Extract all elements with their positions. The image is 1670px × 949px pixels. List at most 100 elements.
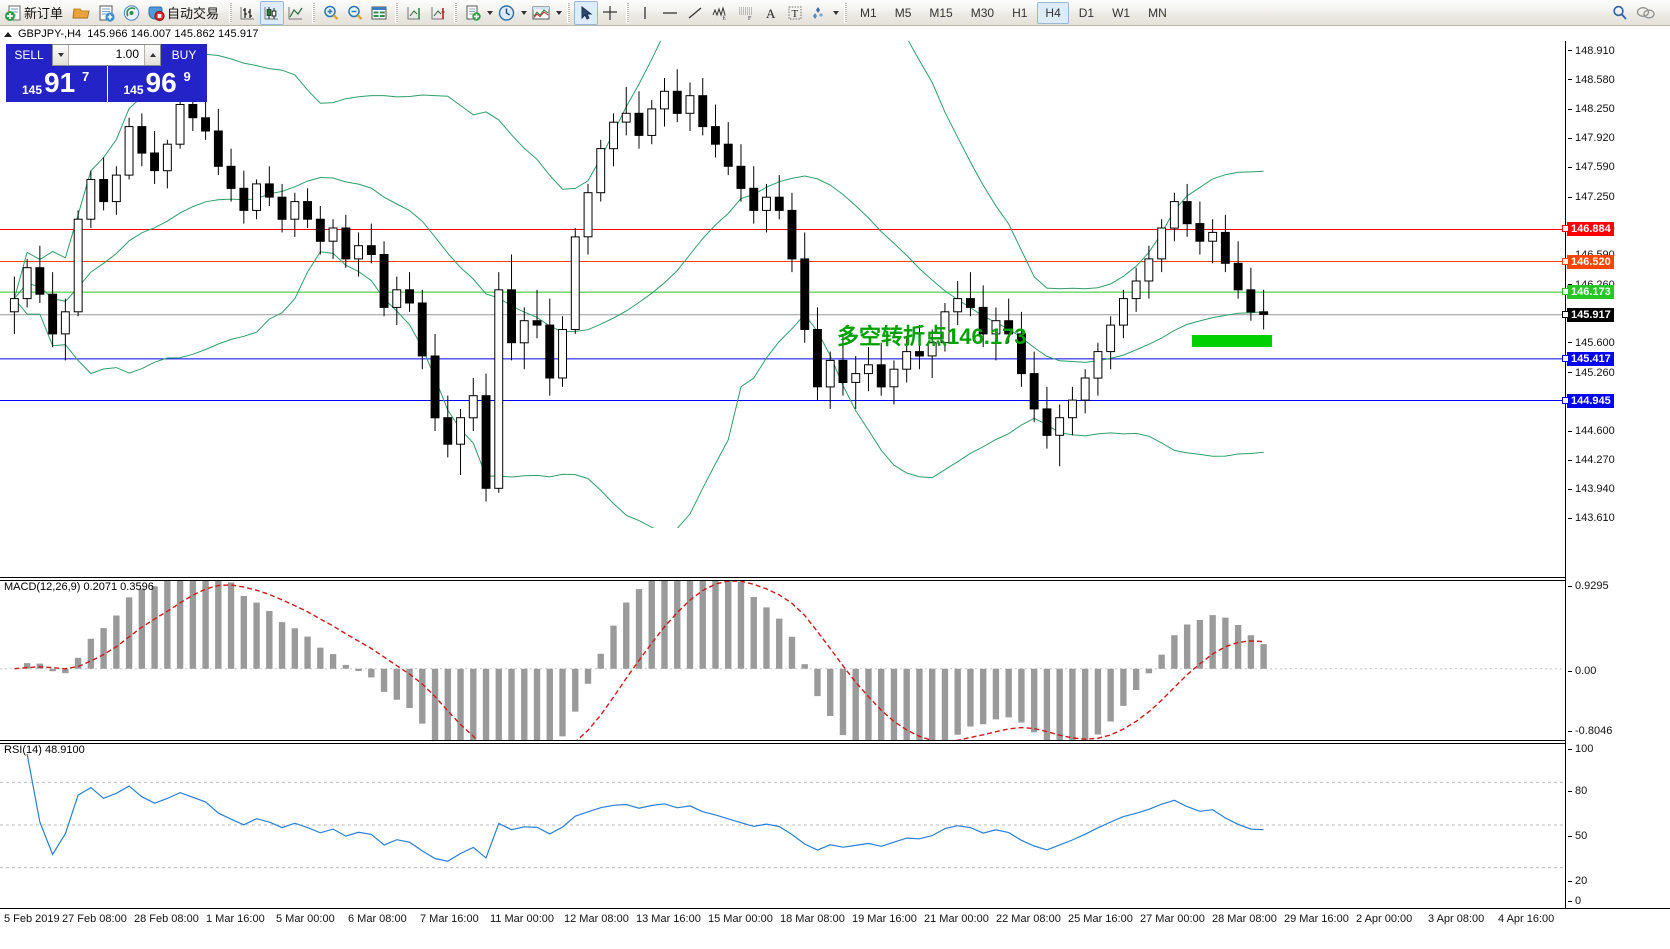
time-axis-label: 6 Mar 08:00 [348,913,407,925]
comment-button[interactable] [1632,1,1660,25]
tab-timeframe-m30[interactable]: M30 [970,5,995,20]
templates-icon [466,5,481,21]
price-level-badge[interactable]: 145.917 [1567,307,1614,322]
price-level-handle[interactable] [1562,310,1569,318]
templates-dropdown-caret[interactable] [485,1,494,25]
sell-button[interactable]: SELL [6,44,52,66]
main-toolbar: 新订单 [0,0,1670,26]
volume-input[interactable]: 1.00 [115,47,139,61]
tab-timeframe-m5[interactable]: M5 [894,5,912,20]
rsi-pane[interactable] [0,744,1565,908]
vertical-line-button[interactable] [633,1,657,25]
price-level-badge[interactable]: 145.417 [1567,351,1614,366]
publish-button[interactable] [94,1,119,25]
buy-price-box[interactable]: 145 96 9 [107,66,207,102]
zoom-in-button[interactable] [319,1,343,25]
time-axis-label: 27 Mar 00:00 [1140,913,1205,925]
rsi-scale-tick: 50 [1568,830,1587,842]
tab-timeframe-h1[interactable]: H1 [1012,5,1028,20]
comment-icon [1636,6,1655,19]
buy-button[interactable]: BUY [161,44,207,66]
price-level-handle[interactable] [1562,354,1569,362]
macd-pane[interactable] [0,581,1565,740]
indicators-dropdown-caret[interactable] [554,1,563,25]
candlestick-chart-button[interactable] [260,0,285,25]
cursor-icon [581,5,593,20]
tab-timeframe-mn[interactable]: MN [1148,5,1167,20]
price-tick: 148.580 [1568,74,1615,86]
rsi-pane-label: RSI(14) 48.9100 [4,744,85,756]
svg-text:T: T [792,8,799,20]
fibonacci-button[interactable]: F [733,1,759,25]
price-tick: 148.910 [1568,45,1615,57]
chart-shift-button[interactable] [426,1,450,25]
autotrade-button[interactable]: 自动交易 [144,1,225,25]
period-button[interactable] [494,1,519,25]
volume-decrement-button[interactable] [53,45,69,65]
toolbar-right-group [1608,1,1670,25]
one-click-trading-panel[interactable]: SELL 1.00 BUY 145 91 7 145 96 9 [6,44,207,102]
macd-scale-tick: 0.9295 [1568,580,1609,592]
chart-area[interactable]: MACD(12,26,9) 0.2071 0.3596 RSI(14) 48.9… [0,41,1670,949]
price-pane[interactable] [0,41,1565,528]
bar-chart-button[interactable] [236,1,260,25]
collapse-triangle-icon[interactable] [4,31,12,37]
price-tick: 144.270 [1568,454,1615,466]
shapes-button[interactable] [807,1,831,25]
search-button[interactable] [1608,1,1632,25]
signals-button[interactable] [119,1,144,25]
indicators-button[interactable] [528,1,554,25]
volume-stepper[interactable]: 1.00 [52,44,161,66]
indicators-icon [532,6,550,19]
price-level-badge[interactable]: 146.884 [1567,222,1614,237]
price-level-badge[interactable]: 146.173 [1567,285,1614,300]
time-axis-label: 12 Mar 08:00 [564,913,629,925]
price-level-badge[interactable]: 144.945 [1567,393,1614,408]
shapes-dropdown-caret[interactable] [831,1,840,25]
time-axis-label: 22 Mar 08:00 [996,913,1061,925]
elliott-wave-button[interactable]: E [707,1,733,25]
crosshair-icon [603,5,618,20]
folder-button[interactable] [69,1,94,25]
zoom-out-button[interactable] [343,1,367,25]
tab-timeframe-m15[interactable]: M15 [929,5,953,20]
price-level-handle[interactable] [1562,288,1569,296]
price-level-handle[interactable] [1562,257,1569,265]
price-level-badge[interactable]: 146.520 [1567,254,1614,269]
chart-shift-icon [431,6,445,19]
templates-button[interactable] [461,1,485,25]
text-box-button[interactable]: T [783,1,807,25]
sell-price-box[interactable]: 145 91 7 [6,66,107,102]
buy-price-prefix: 145 [123,83,144,97]
price-tick: 148.250 [1568,103,1615,115]
price-tick: 147.920 [1568,132,1615,144]
price-level-handle[interactable] [1562,225,1569,233]
price-axis[interactable]: 148.910 148.580 148.250 147.920 147.590 147.2… [1562,41,1670,908]
cursor-button[interactable] [574,0,599,25]
time-axis[interactable]: 5 Feb 2019 27 Feb 08:00 28 Feb 08:00 1 Mar … [0,908,1670,930]
oct-top-row: SELL 1.00 BUY [6,44,207,66]
tab-timeframe-d1[interactable]: D1 [1078,5,1095,20]
time-axis-label: 11 Mar 00:00 [490,913,555,925]
search-icon [1613,5,1627,20]
crosshair-button[interactable] [598,1,622,25]
shift-end-button[interactable] [402,1,426,25]
period-dropdown-caret[interactable] [519,1,528,25]
tile-windows-button[interactable] [367,1,391,25]
line-chart-button[interactable] [284,1,308,25]
price-level-handle[interactable] [1562,396,1569,404]
new-order-button[interactable]: 新订单 [2,1,69,25]
macd-pane-label: MACD(12,26,9) 0.2071 0.3596 [4,581,154,593]
time-axis-label: 13 Mar 16:00 [636,913,701,925]
symbol-name: GBPJPY-,H4 [18,28,82,40]
tab-timeframe-w1[interactable]: W1 [1112,5,1131,20]
tab-timeframe-m1[interactable]: M1 [860,5,877,20]
tab-timeframe-h4[interactable]: H4 [1037,1,1069,24]
volume-increment-button[interactable] [144,45,160,65]
trendline-button[interactable] [683,1,707,25]
pane-separator-1 [0,577,1565,578]
text-label-button[interactable]: A [759,1,783,25]
time-axis-label: 19 Mar 16:00 [852,913,917,925]
macd-scale-tick: -0.8046 [1568,725,1612,737]
horizontal-line-button[interactable] [657,1,683,25]
